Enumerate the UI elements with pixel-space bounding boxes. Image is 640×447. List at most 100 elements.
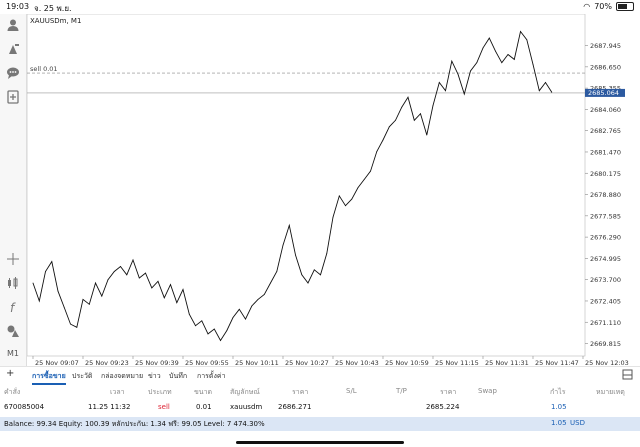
price-point: [445, 90, 446, 92]
price-point: [395, 119, 396, 121]
row-price-now: 2685.224: [426, 403, 460, 411]
bottom-panel: + การซื้อขาย ประวัติ กล่องจดหมาย ข่าว บั…: [0, 366, 640, 447]
price-point: [432, 105, 434, 106]
candles-icon[interactable]: [4, 274, 22, 292]
row-time: 11.25 11:32: [88, 403, 131, 411]
x-tick-label: 25 Nov 10:11: [235, 359, 279, 367]
timeframe-label[interactable]: M1: [7, 348, 19, 358]
price-point: [151, 287, 153, 289]
price-point: [232, 317, 234, 318]
y-tick-label: 2677.585: [590, 212, 621, 220]
price-point: [45, 271, 46, 272]
new-order-icon[interactable]: [4, 88, 22, 106]
price-point: [295, 254, 296, 256]
price-point: [226, 330, 228, 332]
tab-journal[interactable]: บันทึก: [169, 372, 188, 380]
col-swap[interactable]: Swap: [478, 387, 497, 395]
price-point: [176, 302, 178, 304]
price-point: [182, 289, 184, 290]
col-order[interactable]: คำสั่ง: [4, 388, 21, 396]
price-point: [163, 297, 165, 299]
collapse-panel-icon[interactable]: [622, 369, 633, 382]
row-type: sell: [158, 403, 170, 411]
price-point: [132, 259, 134, 261]
col-price-now[interactable]: ราคา: [440, 388, 457, 396]
balance-summary: Balance: 99.34 Equity: 100.39 หลักประกัน…: [4, 420, 265, 428]
price-point: [201, 320, 203, 322]
price-point: [545, 82, 546, 83]
tab-mailbox[interactable]: กล่องจดหมาย: [101, 372, 144, 380]
price-point: [345, 205, 346, 207]
y-tick-label: 2669.815: [590, 340, 621, 348]
price-point: [257, 299, 259, 300]
crosshair-icon[interactable]: [4, 250, 22, 268]
x-tick-label: 25 Nov 10:59: [385, 359, 429, 367]
trade-icon[interactable]: [4, 40, 22, 58]
col-symbol[interactable]: สัญลักษณ์: [230, 388, 260, 396]
status-time: 19:03: [6, 2, 30, 11]
col-comment[interactable]: หมายเหตุ: [596, 388, 625, 396]
price-point: [407, 96, 409, 98]
objects-icon[interactable]: [4, 322, 22, 340]
price-point: [476, 62, 478, 64]
price-point: [513, 59, 515, 60]
home-indicator[interactable]: [236, 441, 404, 444]
add-icon[interactable]: +: [6, 368, 15, 379]
price-point: [332, 216, 334, 218]
price-point: [157, 280, 159, 282]
row-price-open: 2686.271: [278, 403, 312, 411]
battery-icon: [616, 2, 634, 11]
col-tp[interactable]: T/P: [396, 387, 407, 395]
price-point: [401, 106, 403, 108]
price-point: [382, 139, 384, 141]
x-tick-label: 25 Nov 11:31: [485, 359, 529, 367]
price-point: [326, 252, 328, 254]
price-point: [138, 277, 140, 279]
status-right: ◠ 70%: [583, 2, 634, 11]
price-point: [207, 333, 209, 335]
tab-settings[interactable]: การตั้งค่า: [197, 372, 226, 380]
tab-trade[interactable]: การซื้อขาย: [32, 371, 66, 385]
y-tick-label: 2673.700: [590, 276, 621, 284]
price-point: [363, 179, 365, 180]
price-point: [101, 295, 103, 297]
y-tick-label: 2682.765: [590, 127, 621, 135]
price-point: [532, 63, 534, 65]
tab-news[interactable]: ข่าว: [148, 372, 161, 380]
svg-text:f: f: [10, 301, 16, 314]
table-row[interactable]: 670085004 11.25 11:32 sell 0.01 xauusdm …: [0, 401, 640, 415]
status-bar: 19:03 จ. 25 พ.ย. ◠ 70%: [0, 0, 640, 14]
balance-profit: 1.05: [551, 419, 567, 427]
row-symbol: xauusdm: [230, 403, 263, 411]
col-sl[interactable]: S/L: [346, 387, 357, 395]
price-point: [88, 303, 90, 305]
col-size[interactable]: ขนาด: [194, 388, 213, 396]
chart-svg: 2687.945 2686.650 2685.355 2684.060 2682.765…: [26, 13, 629, 367]
price-point: [457, 73, 459, 75]
price-point: [507, 54, 509, 55]
x-tick-label: 25 Nov 10:43: [335, 359, 379, 367]
price-point: [488, 37, 490, 39]
col-time[interactable]: เวลา: [110, 388, 125, 396]
chat-icon[interactable]: [4, 64, 22, 82]
col-profit[interactable]: กำไร: [550, 388, 566, 396]
account-icon[interactable]: [4, 16, 22, 34]
tab-history[interactable]: ประวัติ: [72, 372, 93, 380]
symbol-label: XAUUSDm, M1: [30, 17, 81, 25]
price-point: [57, 290, 59, 292]
col-type[interactable]: ประเภท: [148, 388, 172, 396]
wifi-icon: ◠: [583, 2, 591, 11]
price-chart[interactable]: 2687.945 2686.650 2685.355 2684.060 2682.765…: [26, 13, 640, 368]
price-point: [376, 151, 378, 152]
y-tick-label: 2687.945: [590, 42, 621, 50]
y-tick-label: 2684.060: [590, 106, 621, 114]
col-price-open[interactable]: ราคา: [292, 388, 309, 396]
price-point: [388, 126, 390, 128]
price-point: [463, 93, 465, 95]
price-point: [70, 323, 71, 325]
price-point: [338, 195, 340, 197]
indicator-icon[interactable]: f: [4, 298, 22, 316]
table-header: คำสั่ง เวลา ประเภท ขนาด สัญลักษณ์ ราคา S…: [0, 385, 640, 399]
x-tick-label: 25 Nov 09:07: [35, 359, 79, 367]
x-tick-label: 25 Nov 09:23: [85, 359, 129, 367]
